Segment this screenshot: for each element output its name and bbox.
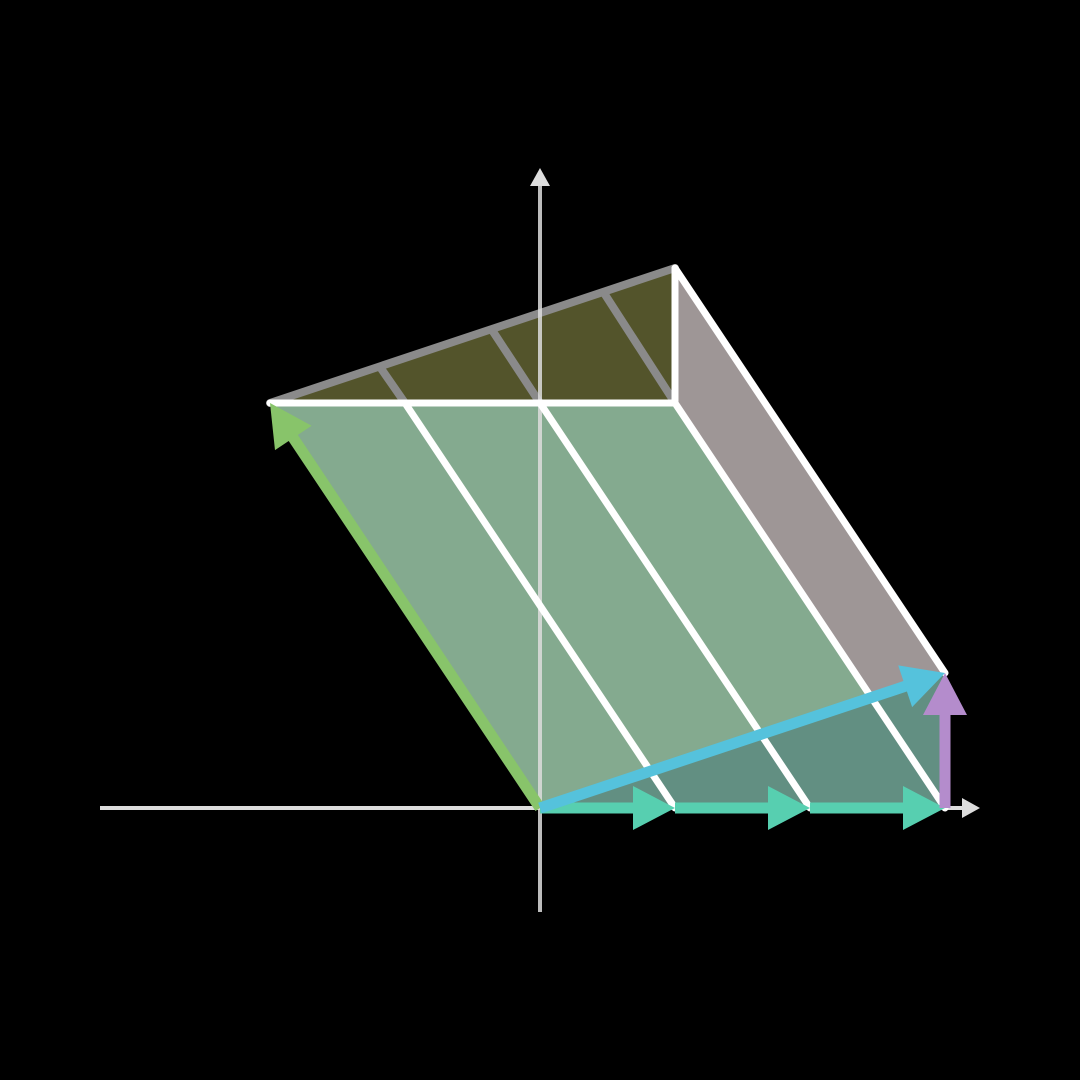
blue-vector-shaft bbox=[538, 680, 909, 814]
edge-outer-slant bbox=[671, 264, 949, 677]
teal-vector-2-arrowhead-icon bbox=[768, 786, 810, 830]
x-axis-arrow-icon bbox=[962, 798, 980, 818]
green-vector-arrowhead-icon bbox=[270, 403, 312, 451]
side-face bbox=[675, 268, 945, 808]
teal-vector-3 bbox=[810, 786, 945, 830]
vectors bbox=[270, 403, 967, 830]
main-face bbox=[270, 403, 945, 808]
back-edge-divider-3 bbox=[600, 289, 679, 407]
teal-vector-1-arrowhead-icon bbox=[633, 786, 675, 830]
teal-vector-2 bbox=[675, 786, 810, 830]
back-edge-top bbox=[266, 264, 679, 407]
blue-vector-arrowhead-icon bbox=[898, 665, 945, 708]
back-edges bbox=[266, 264, 679, 407]
purple-vector-arrowhead-icon bbox=[923, 673, 967, 715]
y-axis-arrow-icon bbox=[530, 168, 550, 186]
purple-vector bbox=[923, 673, 967, 808]
green-vector bbox=[270, 403, 545, 812]
green-vector-shaft bbox=[287, 433, 545, 812]
edge-divider-1 bbox=[401, 399, 679, 812]
edge-divider-3 bbox=[671, 399, 949, 812]
blue-vector bbox=[538, 665, 945, 814]
teal-vector-3-arrowhead-icon bbox=[903, 786, 945, 830]
front-edges bbox=[266, 264, 949, 812]
edge-divider-2 bbox=[536, 399, 814, 812]
back-edge-divider-2 bbox=[488, 326, 544, 407]
back-edge-divider-1 bbox=[376, 363, 409, 407]
